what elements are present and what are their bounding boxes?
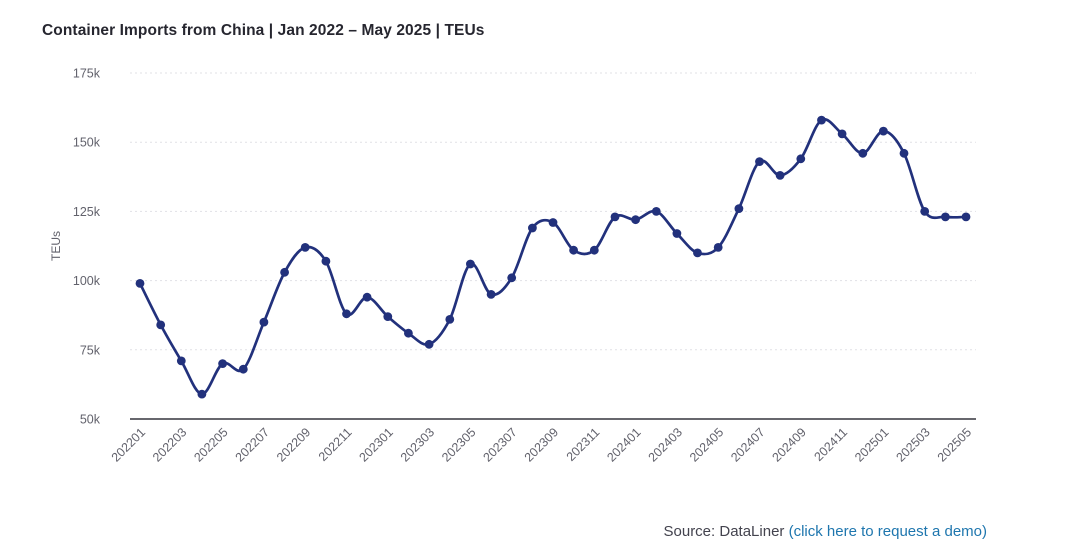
x-tick-label: 202203 (150, 425, 189, 464)
request-demo-link[interactable]: (click here to request a demo) (788, 523, 987, 540)
data-point-marker[interactable] (941, 212, 950, 222)
data-point-marker[interactable] (259, 317, 269, 327)
line-chart: 50k 75k 100k 125k 150k 175k TEUs 202201 202203 20… (49, 67, 976, 465)
data-point-marker[interactable] (548, 218, 558, 227)
y-axis-label: TEUs (49, 231, 63, 261)
x-tick-label: 202411 (811, 425, 850, 464)
y-tick-label: 50k (80, 413, 101, 427)
data-point-marker[interactable] (920, 207, 930, 216)
data-point-marker[interactable] (858, 148, 868, 158)
teus-line-series (138, 117, 968, 396)
source-attribution: Source: DataLiner (click here to request… (664, 521, 988, 542)
data-point-marker[interactable] (837, 129, 847, 139)
source-text: Source: DataLiner (663, 523, 789, 540)
data-point-marker[interactable] (218, 359, 228, 368)
y-tick-label: 175k (73, 67, 101, 81)
data-point-marker[interactable] (486, 290, 496, 299)
x-tick-label: 202303 (398, 425, 437, 464)
y-tick-label: 75k (80, 343, 101, 357)
data-point-marker[interactable] (135, 279, 145, 288)
data-point-marker[interactable] (321, 256, 331, 266)
x-tick-label: 202211 (316, 425, 355, 464)
x-tick-label: 202405 (687, 425, 726, 464)
x-tick-label: 202307 (480, 425, 519, 464)
x-tick-label: 202403 (646, 425, 685, 464)
data-point-marker[interactable] (899, 148, 909, 158)
data-point-marker[interactable] (445, 315, 455, 324)
data-point-marker[interactable] (734, 204, 744, 214)
x-tick-label: 202401 (604, 425, 643, 464)
x-tick-label: 202301 (357, 425, 396, 464)
x-tick-label: 202505 (935, 425, 974, 464)
data-point-marker[interactable] (796, 154, 806, 164)
y-tick-label: 125k (73, 205, 101, 219)
x-tick-label: 202501 (852, 425, 891, 464)
data-point-marker[interactable] (362, 292, 372, 302)
data-point-marker[interactable] (672, 229, 682, 238)
data-point-marker[interactable] (156, 320, 166, 330)
data-point-marker[interactable] (817, 115, 826, 125)
x-tick-label: 202407 (728, 425, 767, 464)
data-point-marker[interactable] (589, 245, 599, 255)
data-point-marker[interactable] (197, 389, 207, 399)
y-tick-label: 100k (73, 274, 101, 288)
data-point-marker[interactable] (879, 126, 888, 136)
data-point-marker[interactable] (693, 248, 702, 258)
data-point-marker[interactable] (404, 328, 413, 338)
chart-title: Container Imports from China | Jan 2022 … (42, 22, 485, 39)
x-tick-label: 202201 (109, 425, 148, 464)
x-tick-label: 202305 (439, 425, 478, 464)
data-point-marker[interactable] (507, 273, 517, 283)
x-tick-label: 202409 (770, 425, 809, 464)
data-point-marker[interactable] (961, 212, 971, 222)
x-tick-label: 202309 (522, 425, 561, 464)
data-point-marker[interactable] (631, 215, 640, 225)
y-tick-label: 150k (73, 136, 101, 150)
data-point-marker[interactable] (755, 157, 764, 167)
x-tick-label: 202207 (233, 425, 272, 464)
data-point-marker[interactable] (176, 356, 186, 366)
data-point-marker[interactable] (300, 243, 310, 252)
data-point-marker[interactable] (610, 212, 620, 222)
data-point-marker[interactable] (383, 312, 393, 321)
x-tick-label: 202311 (564, 425, 603, 464)
x-tick-label: 202503 (893, 425, 932, 464)
x-tick-label: 202209 (274, 425, 313, 464)
data-point-marker[interactable] (238, 364, 248, 374)
data-point-marker[interactable] (280, 267, 289, 277)
x-tick-label: 202205 (191, 425, 230, 464)
data-point-marker[interactable] (528, 223, 537, 233)
data-point-marker[interactable] (569, 245, 578, 255)
data-point-marker[interactable] (651, 207, 661, 216)
data-point-marker[interactable] (775, 171, 785, 180)
data-point-marker[interactable] (713, 243, 723, 252)
data-point-marker[interactable] (424, 339, 434, 349)
data-point-marker[interactable] (466, 259, 475, 269)
data-point-marker[interactable] (342, 309, 351, 319)
